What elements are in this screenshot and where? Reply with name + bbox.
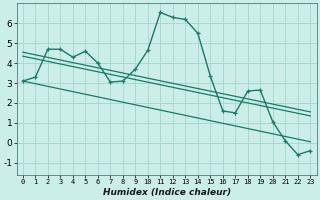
- X-axis label: Humidex (Indice chaleur): Humidex (Indice chaleur): [102, 188, 231, 197]
